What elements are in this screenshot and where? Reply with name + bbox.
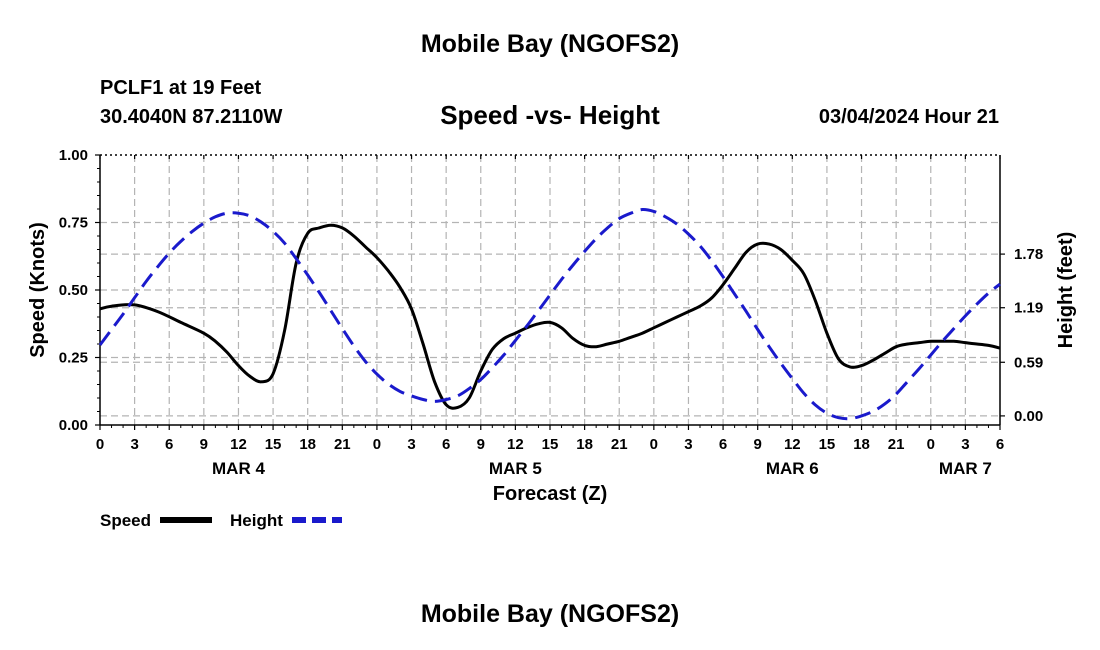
left-tick-label: 0.75 xyxy=(59,215,88,232)
forecast-timestamp: 03/04/2024 Hour 21 xyxy=(818,106,999,128)
x-axis-title: Forecast (Z) xyxy=(493,483,607,505)
legend-label-speed: Speed xyxy=(100,511,151,530)
left-tick-label: 0.00 xyxy=(59,417,88,434)
coordinates-label: 30.4040N 87.2110W xyxy=(100,106,283,128)
x-tick-label: 6 xyxy=(165,436,173,453)
x-tick-label: 3 xyxy=(961,436,969,453)
x-tick-label: 12 xyxy=(230,436,247,453)
chart-subtitle: Speed -vs- Height xyxy=(440,100,660,130)
x-tick-label: 6 xyxy=(996,436,1004,453)
chart-title: Mobile Bay (NGOFS2) xyxy=(420,30,680,58)
x-tick-label: 0 xyxy=(373,436,381,453)
x-tick-label: 3 xyxy=(130,436,138,453)
x-tick-label: 12 xyxy=(507,436,524,453)
x-tick-label: 15 xyxy=(819,436,836,453)
speed-series-line xyxy=(99,223,1001,410)
right-axis-title: Height (feet) xyxy=(1055,232,1077,349)
x-tick-label: 18 xyxy=(576,436,593,453)
x-tick-label: 6 xyxy=(442,436,450,453)
x-tick-label: 9 xyxy=(477,436,485,453)
day-label: MAR 5 xyxy=(489,459,542,478)
x-tick-label: 6 xyxy=(719,436,727,453)
x-tick-label: 21 xyxy=(888,436,905,453)
day-label: MAR 4 xyxy=(212,459,265,478)
x-tick-label: 15 xyxy=(542,436,559,453)
x-tick-label: 3 xyxy=(407,436,415,453)
right-tick-label: 1.19 xyxy=(1014,300,1043,317)
x-tick-label: 0 xyxy=(650,436,658,453)
x-tick-label: 18 xyxy=(299,436,316,453)
left-tick-label: 1.00 xyxy=(59,147,88,164)
x-tick-label: 9 xyxy=(200,436,208,453)
x-tick-label: 21 xyxy=(334,436,351,453)
x-tick-label: 12 xyxy=(784,436,801,453)
footer-title: Mobile Bay (NGOFS2) xyxy=(420,600,680,628)
x-tick-label: 9 xyxy=(754,436,762,453)
x-tick-label: 0 xyxy=(96,436,104,453)
right-tick-label: 0.00 xyxy=(1014,408,1043,425)
legend-label-height: Height xyxy=(230,511,283,530)
right-tick-label: 1.78 xyxy=(1014,246,1043,263)
x-tick-label: 0 xyxy=(927,436,935,453)
day-label: MAR 6 xyxy=(766,459,819,478)
x-tick-label: 15 xyxy=(265,436,282,453)
station-label: PCLF1 at 19 Feet xyxy=(100,77,262,99)
day-label: MAR 7 xyxy=(939,459,992,478)
right-tick-label: 0.59 xyxy=(1014,354,1043,371)
x-tick-label: 18 xyxy=(853,436,870,453)
x-tick-label: 3 xyxy=(684,436,692,453)
left-axis-title: Speed (Knots) xyxy=(27,222,49,358)
left-tick-label: 0.25 xyxy=(59,350,88,367)
left-tick-label: 0.50 xyxy=(59,282,88,299)
x-tick-label: 21 xyxy=(611,436,628,453)
